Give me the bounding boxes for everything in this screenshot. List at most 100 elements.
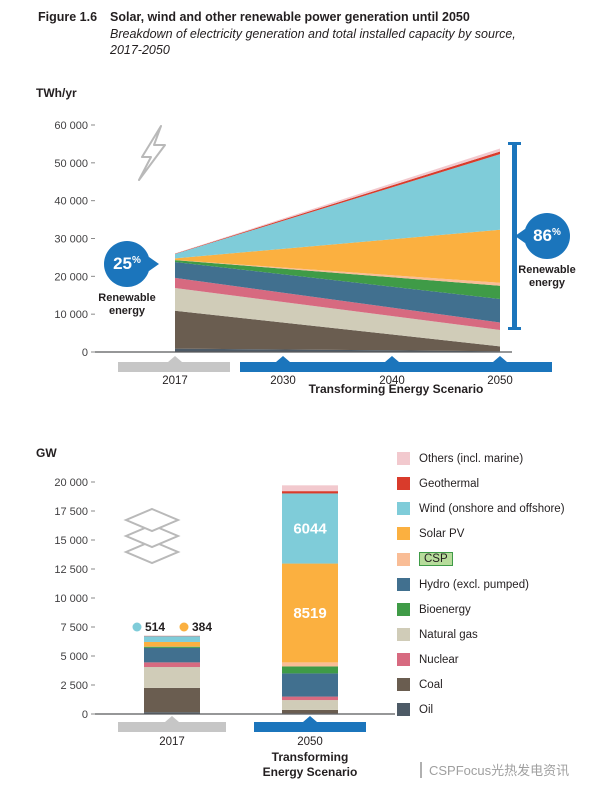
callout-dot-solar-pv <box>179 622 189 632</box>
bar-2017-oil <box>144 712 200 714</box>
area-nuclear <box>175 277 500 331</box>
label-line: Energy Scenario <box>262 765 358 779</box>
bar-2017-coal <box>144 687 200 713</box>
bar-2017-hydro-excl-pumped <box>144 647 200 663</box>
area-oil <box>175 348 500 352</box>
legend-swatch <box>397 603 410 616</box>
bottom-chart-unit-label: GW <box>36 446 57 460</box>
legend-label: Nuclear <box>419 653 459 666</box>
bar-2050-natural-gas <box>282 700 338 710</box>
figure-subtitle-line2: 2017-2050 <box>110 42 170 57</box>
legend-label: Coal <box>419 678 443 691</box>
area-wind-onshore-and-offshore <box>175 154 500 259</box>
bar-value-label: 6044 <box>293 521 327 538</box>
area-bioenergy <box>175 260 500 300</box>
legend-swatch <box>397 578 410 591</box>
bar-2050-coal <box>282 709 338 714</box>
legend-swatch <box>397 477 410 490</box>
scenario-axis-label-bottom: Transforming Energy Scenario <box>210 750 410 780</box>
y-tick-label: 20 000 <box>54 271 88 283</box>
y-tick-label: 0 <box>82 347 88 359</box>
y-tick-label: 15 000 <box>54 535 88 547</box>
scenario-period-marker <box>254 716 366 732</box>
y-tick-label: 40 000 <box>54 196 88 208</box>
figure-subtitle: Breakdown of electricity generation and … <box>110 27 516 58</box>
figure-title: Solar, wind and other renewable power ge… <box>110 10 470 24</box>
area-coal <box>175 310 500 352</box>
legend-label: Oil <box>419 703 434 716</box>
legend-label: Bioenergy <box>419 603 471 616</box>
legend-item-hydro-excl-pumped: Hydro (excl. pumped) <box>397 578 565 591</box>
figure-subtitle-line1: Breakdown of electricity generation and … <box>110 27 516 41</box>
figure-header: Figure 1.6 Solar, wind and other renewab… <box>38 10 470 24</box>
x-tick-label: 2017 <box>159 736 185 748</box>
current-period-marker <box>118 356 230 372</box>
x-tick-label: 2040 <box>379 375 405 387</box>
bar-2050-others-incl-marine <box>282 485 338 492</box>
label-line: energy <box>108 304 146 317</box>
legend-item-solar-pv: Solar PV <box>397 527 565 540</box>
generation-area-chart: 0 10 000 20 000 30 000 40 000 50 000 60 000 201… <box>54 120 552 387</box>
y-tick-label: 0 <box>82 709 88 721</box>
legend-swatch <box>397 703 410 716</box>
y-tick-label: 2 500 <box>60 680 88 692</box>
bar-2050-csp <box>282 662 338 667</box>
legend-item-nuclear: Nuclear <box>397 653 565 666</box>
legend-item-coal: Coal <box>397 678 565 691</box>
renewable-share-2050-label: Renewable energy <box>507 264 587 289</box>
bar-2017-solar-pv <box>144 641 200 647</box>
legend-swatch <box>397 653 410 666</box>
y-tick-label: 60 000 <box>54 120 88 132</box>
legend-item-geothermal: Geothermal <box>397 477 565 490</box>
legend-label: Others (incl. marine) <box>419 452 524 465</box>
area-hydro-excl-pumped <box>175 261 500 323</box>
scenario-period-marker <box>240 356 552 372</box>
legend-label: CSP <box>419 552 453 566</box>
legend-swatch <box>397 628 410 641</box>
current-period-marker <box>118 716 226 732</box>
bar-2017-nuclear <box>144 662 200 668</box>
bar-2050-nuclear <box>282 696 338 701</box>
legend-item-others-incl-marine: Others (incl. marine) <box>397 452 565 465</box>
scenario-axis-label: Transforming Energy Scenario <box>308 382 484 396</box>
percent-sign: % <box>552 227 561 238</box>
legend-swatch <box>397 502 410 515</box>
area-others-incl-marine <box>175 148 500 254</box>
legend-swatch <box>397 678 410 691</box>
lightning-icon <box>138 125 166 181</box>
y-tick-label: 12 500 <box>54 564 88 576</box>
legend-swatch <box>397 552 410 566</box>
renewable-share-2050-value: 86 <box>533 226 552 245</box>
legend-item-oil: Oil <box>397 703 565 716</box>
watermark-bar-icon <box>420 761 422 778</box>
bar-2050-bioenergy <box>282 666 338 674</box>
legend-label: Wind (onshore and offshore) <box>419 502 565 515</box>
area-natural-gas <box>175 288 500 347</box>
area-solar-pv <box>175 229 500 283</box>
chart-legend: Others (incl. marine) Geothermal Wind (ons… <box>397 452 565 728</box>
area-csp <box>175 260 500 286</box>
renewable-share-2017-badge: 25% <box>104 241 159 287</box>
bar-2017-natural-gas <box>144 667 200 688</box>
legend-label: Solar PV <box>419 527 465 540</box>
layers-icon <box>123 539 181 565</box>
label-line: Renewable <box>518 264 576 276</box>
legend-label: Natural gas <box>419 628 478 641</box>
area-geothermal <box>175 151 500 254</box>
legend-swatch <box>397 527 410 540</box>
capacity-bar-chart: 0 2 500 5 000 7 500 10 000 12 500 15 000 17 500… <box>54 477 395 748</box>
y-tick-label: 5 000 <box>60 651 88 663</box>
figure-number: Figure 1.6 <box>38 10 98 24</box>
legend-item-csp: CSP <box>397 552 565 566</box>
top-chart-unit-label: TWh/yr <box>36 86 77 100</box>
badge-pointer-icon <box>515 229 525 243</box>
callout-dot-wind-onshore-and-offshore <box>132 622 142 632</box>
y-tick-label: 10 000 <box>54 593 88 605</box>
label-line: Renewable <box>98 292 156 304</box>
renewable-share-2050-badge: 86% <box>515 213 570 259</box>
x-tick-label: 2050 <box>297 736 323 748</box>
callout-value: 514 <box>145 620 165 634</box>
renewable-share-2017-label: Renewable energy <box>87 292 167 317</box>
bar-value-label: 8519 <box>293 605 326 622</box>
